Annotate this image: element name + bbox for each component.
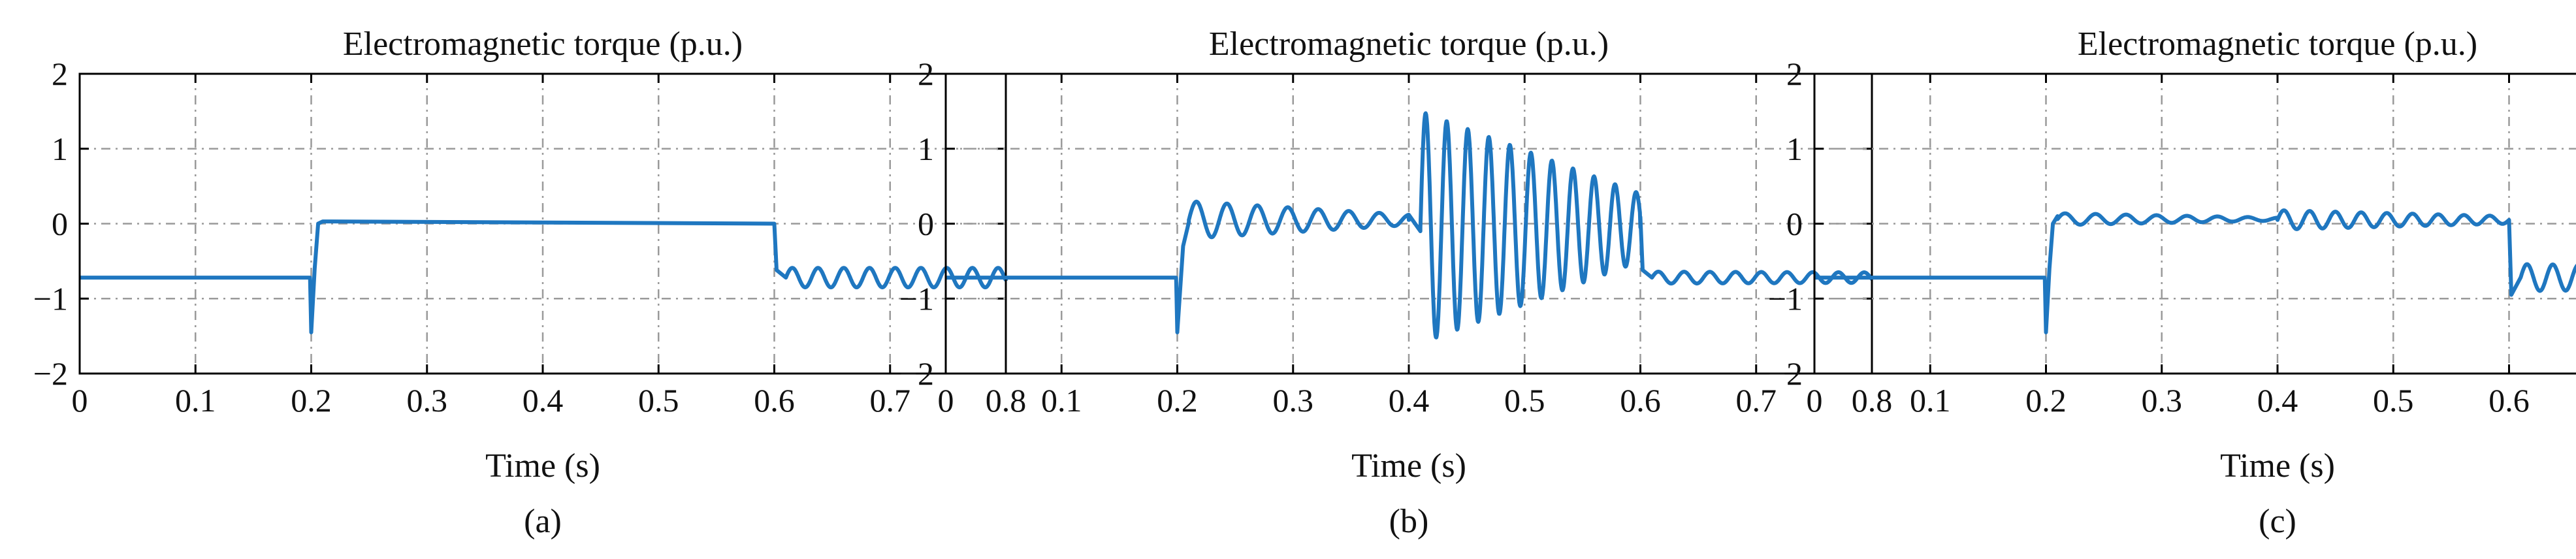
x-tick-label: 0.5 [2373, 382, 2414, 419]
y-tick-label: 1 [918, 131, 934, 167]
data-series-line [80, 219, 1008, 334]
data-series-line [1814, 208, 2576, 334]
y-tick-label: 1 [1786, 131, 1803, 167]
x-tick-label: 0.2 [1157, 382, 1198, 419]
x-tick-label: 0.2 [291, 382, 332, 419]
x-tick-label: 0.8 [1852, 382, 1893, 419]
x-axis-label: Time (s) [2220, 447, 2335, 485]
chart-panel-c: 00.10.20.30.40.50.60.70.8210−1−2Electrom… [1768, 25, 2576, 540]
x-tick-label: 0.1 [175, 382, 216, 419]
y-tick-label: 0 [918, 206, 934, 242]
y-tick-label: −1 [33, 280, 68, 317]
y-tick-label: −1 [1768, 280, 1803, 317]
x-tick-label: 0.3 [1273, 382, 1314, 419]
y-tick-label: −1 [899, 280, 934, 317]
x-tick-label: 0 [72, 382, 88, 419]
chart-title: Electromagnetic torque (p.u.) [2078, 25, 2477, 63]
x-tick-label: 0.8 [986, 382, 1027, 419]
y-tick-label: −2 [33, 355, 68, 392]
x-axis-label: Time (s) [1351, 447, 1466, 485]
chart-panel-b: 0 0.1 0.2 0.3 0.4 0.5 0.6 0.7 0.8 2 1 0 −1 −2 Electrom… [899, 25, 1892, 540]
x-tick-label: 0.2 [2025, 382, 2067, 419]
x-tick-label: 0.6 [2488, 382, 2530, 419]
y-tick-label: 2 [1786, 56, 1803, 92]
x-tick-label: 0 [1807, 382, 1823, 419]
x-tick-label: 0.1 [1041, 382, 1082, 419]
chart-title: Electromagnetic torque (p.u.) [343, 25, 743, 63]
y-tick-label: 1 [52, 131, 68, 167]
y-tick-label: 2 [52, 56, 68, 92]
y-tick-label: −2 [1768, 355, 1803, 392]
data-series-line [946, 111, 1874, 340]
y-tick-label: 2 [918, 56, 934, 92]
x-axis-label: Time (s) [485, 447, 600, 485]
x-tick-label: 0.4 [2257, 382, 2298, 419]
x-tick-label: 0.6 [754, 382, 795, 419]
x-tick-label: 0.4 [523, 382, 564, 419]
x-tick-label: 0 [938, 382, 954, 419]
panel-caption: (a) [524, 503, 562, 540]
x-tick-label: 0.6 [1620, 382, 1661, 419]
x-tick-label: 0.5 [1504, 382, 1545, 419]
y-tick-label: −2 [899, 355, 934, 392]
y-tick-label: 0 [1786, 206, 1803, 242]
x-tick-label: 0.4 [1389, 382, 1430, 419]
x-tick-label: 0.3 [407, 382, 448, 419]
x-tick-label: 0.1 [1910, 382, 1951, 419]
panel-caption: (b) [1389, 503, 1429, 540]
chart-title: Electromagnetic torque (p.u.) [1209, 25, 1609, 63]
y-tick-label: 0 [52, 206, 68, 242]
panel-caption: (c) [2259, 503, 2296, 540]
chart-panel-a: 0 0.1 0.2 0.3 0.4 0.5 0.6 0.7 0.8 2 1 0 −1 −2 Electrom… [33, 25, 1026, 540]
x-tick-label: 0.7 [1736, 382, 1777, 419]
x-tick-label: 0.7 [870, 382, 911, 419]
x-tick-label: 0.3 [2142, 382, 2183, 419]
x-tick-label: 0.5 [638, 382, 679, 419]
